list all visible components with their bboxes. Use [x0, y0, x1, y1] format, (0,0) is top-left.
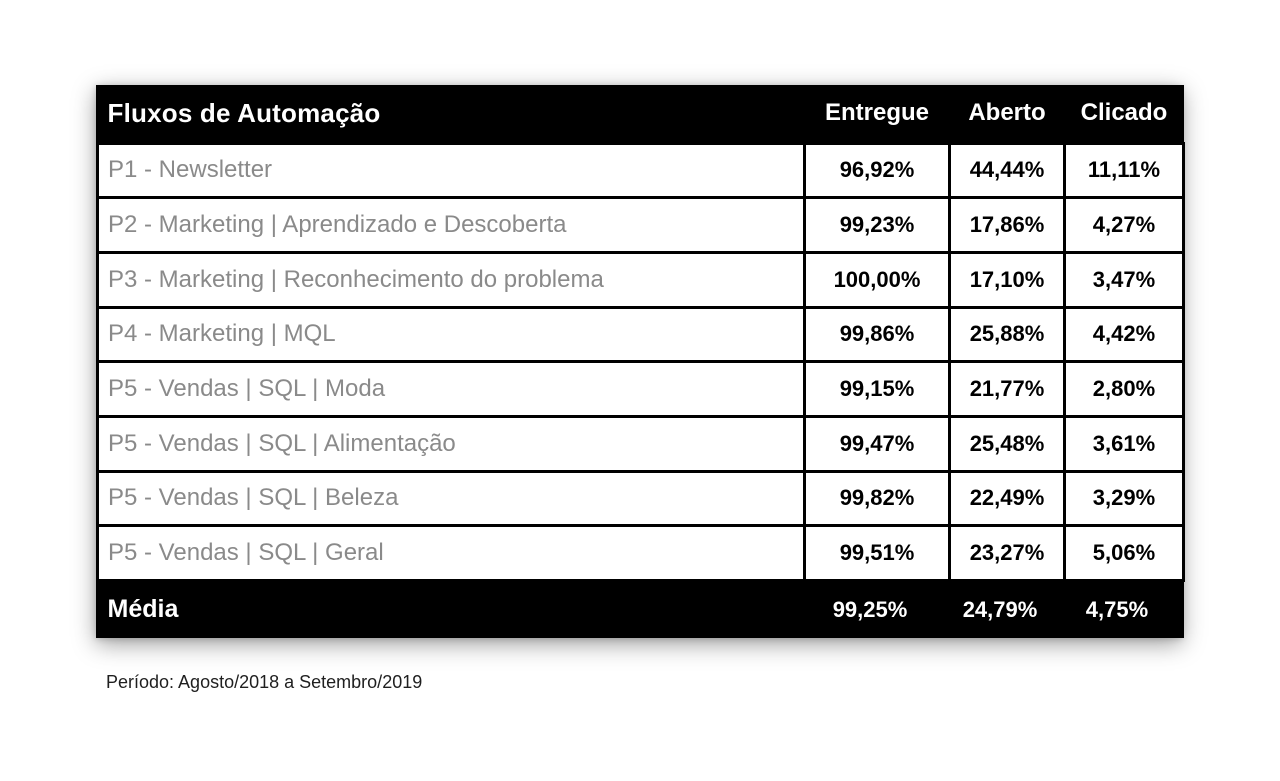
- entregue-value: 99,51%: [803, 524, 951, 582]
- clicado-value: 3,61%: [1063, 414, 1185, 473]
- clicado-value: 2,80%: [1063, 360, 1185, 418]
- footer-row: Média 99,25% 24,79% 4,75%: [97, 580, 1184, 638]
- flow-label: P1 - Newsletter: [96, 141, 806, 200]
- aberto-value: 44,44%: [948, 141, 1066, 200]
- clicado-value: 4,42%: [1063, 305, 1185, 364]
- table-row: P5 - Vendas | SQL | Alimentação 99,47% 2…: [96, 414, 1185, 473]
- table-row: P1 - Newsletter 96,92% 44,44% 11,11%: [96, 141, 1185, 200]
- aberto-value: 17,86%: [948, 196, 1066, 254]
- table-row: P5 - Vendas | SQL | Moda 99,15% 21,77% 2…: [96, 360, 1185, 418]
- media-entregue-value: 99,25%: [832, 596, 908, 622]
- flow-label: P4 - Marketing | MQL: [96, 305, 806, 364]
- media-clicado-value: 4,75%: [1085, 596, 1149, 622]
- table-title: Fluxos de Automação: [107, 97, 381, 128]
- entregue-value: 96,92%: [803, 141, 951, 200]
- automation-flows-table: Fluxos de Automação Entregue Aberto Clic…: [96, 85, 1185, 638]
- flow-label: P3 - Marketing | Reconhecimento do probl…: [96, 250, 806, 309]
- aberto-value: 22,49%: [948, 469, 1066, 528]
- clicado-value: 4,27%: [1063, 196, 1185, 254]
- table-row: P2 - Marketing | Aprendizado e Descobert…: [96, 196, 1185, 254]
- flow-label: P5 - Vendas | SQL | Beleza: [96, 469, 806, 528]
- entregue-value: 99,86%: [803, 305, 951, 364]
- header-row: Fluxos de Automação Entregue Aberto Clic…: [97, 85, 1184, 143]
- aberto-value: 25,48%: [948, 414, 1066, 473]
- entregue-value: 100,00%: [803, 250, 951, 309]
- period-caption: Período: Agosto/2018 a Setembro/2019: [106, 672, 423, 692]
- table-row: P5 - Vendas | SQL | Beleza 99,82% 22,49%…: [96, 469, 1185, 528]
- clicado-value: 11,11%: [1063, 141, 1185, 200]
- entregue-value: 99,82%: [803, 469, 951, 528]
- table-row: P5 - Vendas | SQL | Geral 99,51% 23,27% …: [96, 524, 1185, 582]
- flow-label: P5 - Vendas | SQL | Moda: [96, 360, 806, 418]
- clicado-value: 3,29%: [1063, 469, 1185, 528]
- entregue-value: 99,23%: [803, 196, 951, 254]
- table-row: P4 - Marketing | MQL 99,86% 25,88% 4,42%: [96, 305, 1185, 364]
- flow-label: P5 - Vendas | SQL | Alimentação: [96, 414, 806, 473]
- entregue-value: 99,47%: [803, 414, 951, 473]
- aberto-value: 21,77%: [948, 360, 1066, 418]
- clicado-value: 3,47%: [1063, 250, 1185, 309]
- aberto-value: 25,88%: [948, 305, 1066, 364]
- flow-label: P2 - Marketing | Aprendizado e Descobert…: [96, 196, 806, 254]
- media-label: Média: [107, 595, 179, 624]
- flow-label: P5 - Vendas | SQL | Geral: [96, 524, 806, 582]
- column-header-clicado: Clicado: [1080, 99, 1168, 127]
- clicado-value: 5,06%: [1063, 524, 1185, 582]
- aberto-value: 23,27%: [948, 524, 1066, 582]
- media-aberto-value: 24,79%: [962, 596, 1038, 622]
- column-header-aberto: Aberto: [968, 99, 1046, 127]
- table-row: P3 - Marketing | Reconhecimento do probl…: [96, 250, 1185, 309]
- data-table: Fluxos de Automação Entregue Aberto Clic…: [96, 85, 1185, 638]
- entregue-value: 99,15%: [803, 360, 951, 418]
- aberto-value: 17,10%: [948, 250, 1066, 309]
- column-header-entregue: Entregue: [824, 99, 929, 127]
